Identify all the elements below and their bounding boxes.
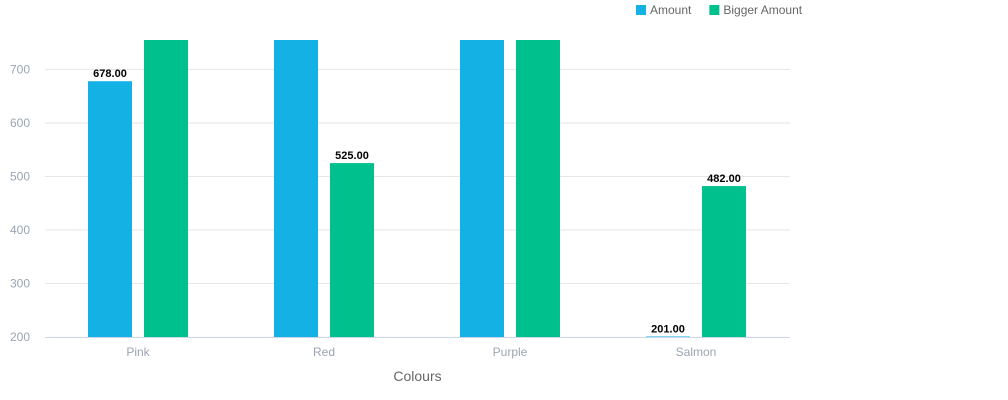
legend-swatch bbox=[709, 5, 720, 15]
y-tick-label: 200 bbox=[10, 330, 30, 344]
bars bbox=[88, 40, 746, 337]
legend[interactable]: Amount Bigger Amount bbox=[636, 3, 803, 17]
x-tick-label: Purple bbox=[493, 345, 528, 359]
bar-red-amount[interactable] bbox=[274, 40, 318, 337]
bar-purple-bigger-amount[interactable] bbox=[516, 40, 560, 337]
data-label: 678.00 bbox=[93, 68, 127, 80]
x-tick-label: Pink bbox=[126, 345, 150, 359]
legend-item-amount[interactable]: Amount bbox=[636, 3, 692, 17]
bar-pink-bigger-amount[interactable] bbox=[144, 40, 188, 337]
legend-item-bigger-amount[interactable]: Bigger Amount bbox=[709, 3, 803, 17]
data-label: 525.00 bbox=[335, 150, 369, 162]
bar-pink-amount[interactable] bbox=[88, 81, 132, 337]
y-tick-label: 500 bbox=[10, 169, 30, 183]
legend-label: Bigger Amount bbox=[723, 3, 802, 17]
legend-label: Amount bbox=[650, 3, 692, 17]
y-tick-label: 400 bbox=[10, 223, 30, 237]
bar-salmon-bigger-amount[interactable] bbox=[702, 186, 746, 337]
legend-swatch bbox=[636, 5, 646, 15]
y-tick-label: 300 bbox=[10, 276, 30, 290]
data-label: 201.00 bbox=[651, 323, 685, 335]
bar-purple-amount[interactable] bbox=[460, 40, 504, 337]
x-tick-label: Red bbox=[313, 345, 335, 359]
x-tick-label: Salmon bbox=[676, 345, 717, 359]
y-tick-label: 600 bbox=[10, 116, 30, 130]
data-labels: 678.00 525.00 201.00 482.00 bbox=[93, 68, 741, 335]
bar-red-bigger-amount[interactable] bbox=[330, 163, 374, 337]
axes: 200 300 400 500 600 700 Pink Red Purple Salmon Col… bbox=[10, 62, 790, 384]
bar-salmon-amount[interactable] bbox=[646, 336, 690, 337]
data-label: 482.00 bbox=[707, 173, 741, 185]
x-axis-title: Colours bbox=[393, 368, 441, 384]
y-tick-label: 700 bbox=[10, 62, 30, 76]
